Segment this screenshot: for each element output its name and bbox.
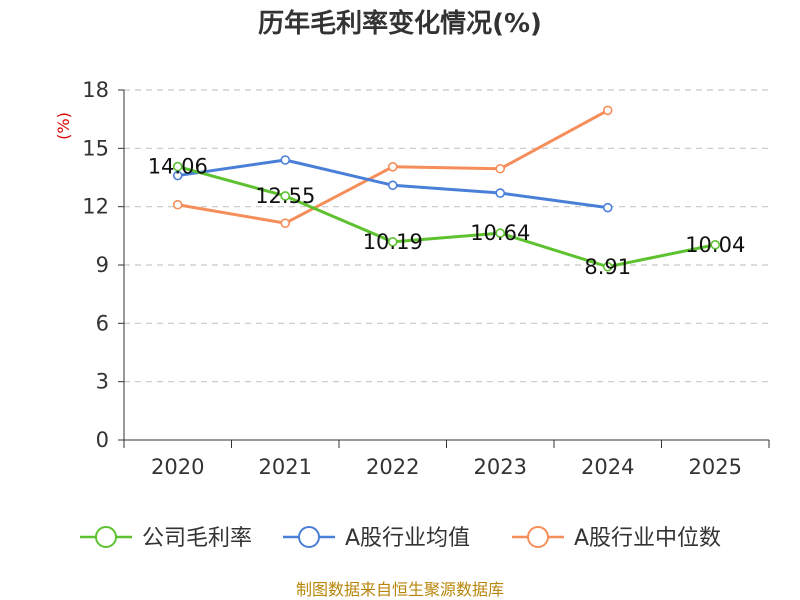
data-point: [602, 105, 613, 116]
data-point: [495, 228, 506, 238]
x-tick-label: 2020: [151, 455, 204, 479]
y-tick-label: 15: [82, 136, 109, 160]
x-tick-label: 2025: [689, 455, 742, 479]
data-point: [280, 218, 291, 228]
data-point: [172, 199, 183, 210]
data-point: [280, 155, 291, 165]
data-point: [495, 163, 506, 174]
data-label: 14.06: [148, 155, 208, 179]
data-point: [387, 162, 398, 172]
y-tick-label: 18: [82, 78, 109, 102]
axes: 0 3 6 9 12 15 18 2020 2021 2022 2023 2024 2025: [82, 78, 770, 479]
y-tick-label: 12: [82, 195, 109, 219]
x-tick-label: 2024: [581, 455, 634, 479]
legend-label: 公司毛利率: [142, 526, 252, 551]
grid-lines: [124, 89, 769, 383]
data-point: [495, 188, 506, 198]
y-tick-label: 0: [96, 428, 109, 452]
x-tick-label: 2022: [366, 455, 419, 479]
data-label: 8.91: [584, 255, 631, 279]
y-tick-label: 6: [96, 311, 109, 335]
data-label: 10.04: [685, 233, 745, 257]
legend: 公司毛利率 A股行业均值 A股行业中位数: [80, 526, 721, 551]
data-point: [280, 191, 291, 201]
series-lines: [172, 105, 721, 272]
data-label: 12.55: [255, 184, 315, 208]
data-labels: 14.06 12.55 10.19 10.64 8.91 10.04: [148, 155, 746, 279]
data-point: [387, 180, 398, 191]
chart-title: 历年毛利率变化情况(%): [258, 8, 542, 39]
data-label: 10.64: [470, 221, 530, 245]
legend-marker: [298, 526, 320, 548]
data-point: [172, 170, 183, 181]
y-tick-label: 9: [96, 253, 109, 277]
legend-label: A股行业中位数: [574, 526, 721, 551]
legend-marker: [95, 526, 117, 548]
y-tick-label: 3: [96, 370, 109, 394]
legend-label: A股行业均值: [345, 526, 470, 551]
data-point: [602, 261, 613, 272]
x-tick-label: 2021: [259, 455, 312, 479]
source-note: 制图数据来自恒生聚源数据库: [296, 580, 504, 599]
series-line: [177, 165, 716, 269]
data-point: [602, 202, 613, 213]
data-point: [172, 161, 183, 172]
data-point: [710, 239, 721, 250]
x-tick-label: 2023: [474, 455, 527, 479]
data-point: [387, 237, 398, 247]
data-label: 10.19: [363, 230, 423, 254]
y-axis-label: (%): [54, 112, 73, 140]
legend-marker: [527, 526, 549, 548]
